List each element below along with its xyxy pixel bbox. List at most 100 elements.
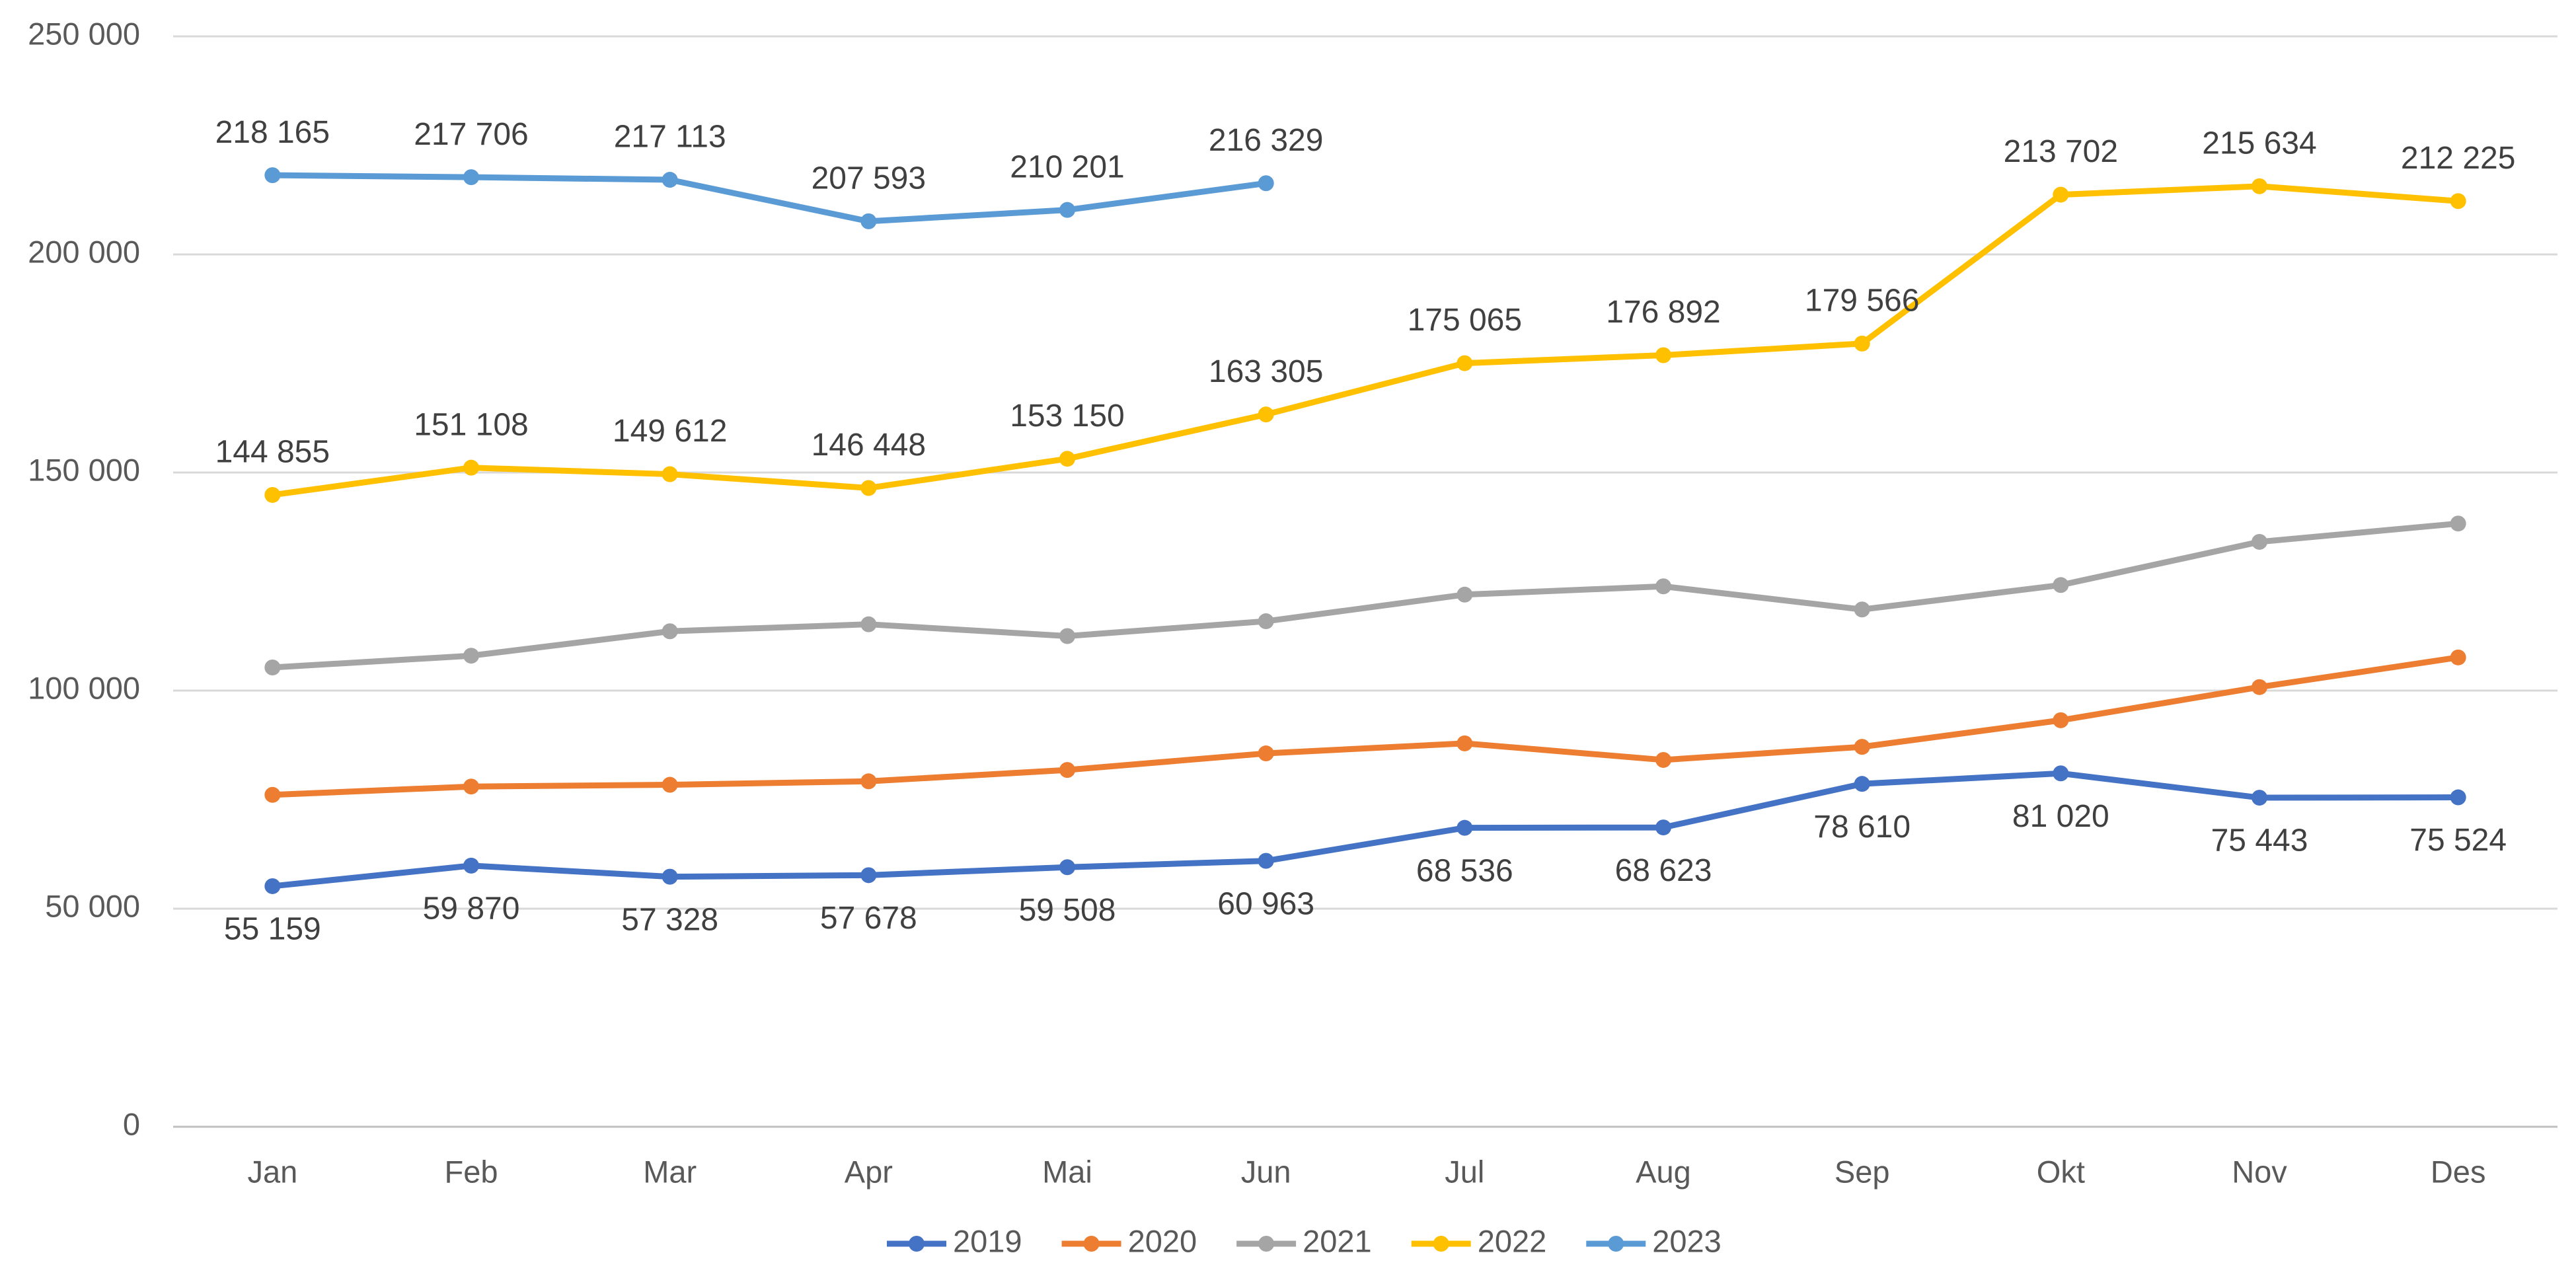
marker: [662, 777, 678, 793]
x-tick-label: Okt: [2037, 1154, 2085, 1189]
y-tick-label: 0: [123, 1106, 140, 1141]
series-line: [269, 183, 2462, 498]
legend-label: 2023: [1652, 1223, 1722, 1258]
marker: [264, 167, 281, 184]
marker: [463, 648, 479, 664]
marker: [1457, 819, 1473, 836]
x-tick-label: Des: [2431, 1154, 2486, 1189]
data-label: 68 623: [1615, 853, 1712, 888]
marker: [2252, 178, 2267, 194]
marker: [264, 878, 281, 894]
y-tick-label: 150 000: [28, 452, 140, 487]
data-label: 151 108: [414, 407, 529, 442]
marker: [463, 169, 479, 186]
data-label: 60 963: [1217, 886, 1314, 921]
legend-marker: [1258, 1236, 1275, 1252]
marker: [2450, 789, 2466, 806]
marker: [662, 868, 678, 885]
legend-marker: [1083, 1236, 1100, 1252]
marker: [860, 773, 877, 790]
legend-label: 2022: [1478, 1223, 1547, 1258]
marker: [662, 466, 678, 482]
data-label: 81 020: [2012, 799, 2109, 834]
data-label: 213 702: [2004, 134, 2119, 169]
x-tick-label: Jul: [1445, 1154, 1484, 1189]
marker: [1258, 175, 1274, 192]
x-tick-label: Jun: [1241, 1154, 1291, 1189]
marker: [2450, 193, 2466, 209]
marker: [1258, 745, 1274, 762]
marker: [1059, 202, 1075, 218]
marker: [1457, 355, 1473, 371]
marker: [2252, 679, 2267, 695]
marker: [1854, 776, 1870, 792]
marker: [1059, 451, 1075, 467]
data-label: 144 855: [215, 435, 330, 470]
marker: [463, 857, 479, 874]
data-label: 175 065: [1408, 303, 1523, 338]
data-label: 207 593: [812, 161, 927, 196]
data-label: 55 159: [224, 912, 321, 947]
data-label: 57 328: [621, 902, 718, 937]
marker: [1059, 859, 1075, 876]
y-tick-label: 200 000: [28, 234, 140, 269]
data-label: 59 508: [1019, 893, 1116, 928]
marker: [860, 213, 877, 229]
x-tick-label: Mar: [643, 1154, 697, 1189]
marker: [2053, 577, 2069, 593]
x-tick-label: Nov: [2232, 1154, 2287, 1189]
marker: [1258, 613, 1274, 630]
data-label: 68 536: [1416, 853, 1513, 888]
x-tick-label: Apr: [845, 1154, 893, 1189]
marker: [1655, 751, 1671, 768]
data-label: 59 870: [423, 891, 520, 927]
data-label: 176 892: [1606, 295, 1721, 330]
marker: [463, 778, 479, 795]
series-line: [269, 770, 2462, 890]
marker: [1059, 762, 1075, 778]
legend-marker: [1433, 1236, 1449, 1252]
data-label: 163 305: [1209, 354, 1324, 389]
marker: [860, 616, 877, 632]
marker: [264, 786, 281, 803]
marker: [1258, 406, 1274, 423]
data-label: 179 566: [1805, 284, 1920, 319]
data-label: 212 225: [2401, 141, 2516, 176]
marker: [1258, 852, 1274, 869]
marker: [264, 660, 281, 676]
data-label: 153 150: [1010, 398, 1125, 434]
x-tick-label: Mai: [1042, 1154, 1092, 1189]
marker: [2053, 186, 2069, 203]
data-label: 218 165: [215, 115, 330, 150]
marker: [662, 172, 678, 188]
marker: [1457, 586, 1473, 603]
x-tick-label: Aug: [1636, 1154, 1691, 1189]
data-label: 75 443: [2211, 823, 2308, 858]
marker: [1059, 628, 1075, 644]
data-label: 146 448: [812, 428, 927, 463]
data-label: 217 113: [614, 120, 726, 155]
marker: [463, 459, 479, 476]
marker: [2252, 790, 2267, 806]
data-label: 149 612: [613, 414, 728, 449]
marker: [1655, 578, 1671, 595]
series-line: [269, 172, 1269, 225]
marker: [1854, 601, 1870, 618]
data-label: 78 610: [1813, 810, 1911, 845]
marker: [860, 480, 877, 496]
legend-marker: [1608, 1236, 1624, 1252]
marker: [2252, 533, 2267, 550]
y-tick-label: 250 000: [28, 16, 140, 51]
legend-marker: [909, 1236, 925, 1252]
x-tick-label: Jan: [247, 1154, 297, 1189]
marker: [2053, 712, 2069, 728]
x-tick-label: Sep: [1835, 1154, 1890, 1189]
marker: [2450, 649, 2466, 665]
legend-label: 2021: [1303, 1223, 1372, 1258]
marker: [1457, 735, 1473, 751]
data-label: 216 329: [1209, 123, 1324, 158]
data-label: 215 634: [2202, 126, 2317, 161]
marker: [1854, 335, 1870, 352]
y-tick-label: 50 000: [45, 888, 140, 923]
series-line: [269, 654, 2462, 798]
